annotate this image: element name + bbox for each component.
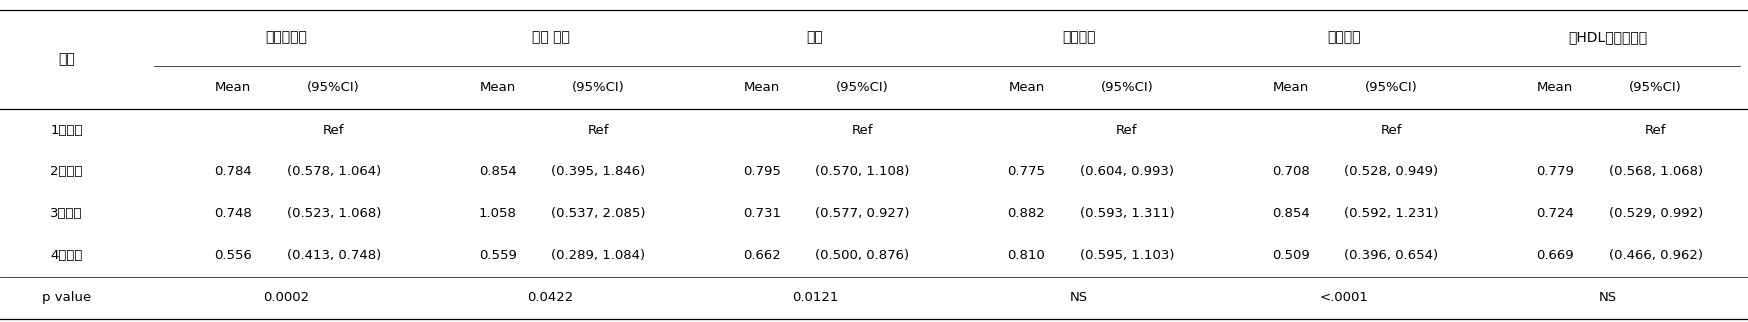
Text: 1.058: 1.058 bbox=[479, 207, 516, 221]
Text: Mean: Mean bbox=[1007, 81, 1044, 94]
Text: (95%CI): (95%CI) bbox=[308, 81, 360, 94]
Text: 0.854: 0.854 bbox=[479, 166, 516, 178]
Text: 0.662: 0.662 bbox=[743, 249, 780, 262]
Text: (95%CI): (95%CI) bbox=[572, 81, 624, 94]
Text: (0.500, 0.876): (0.500, 0.876) bbox=[815, 249, 909, 262]
Text: Mean: Mean bbox=[1273, 81, 1308, 94]
Text: Ref: Ref bbox=[1643, 124, 1666, 137]
Text: (0.568, 1.068): (0.568, 1.068) bbox=[1608, 166, 1703, 178]
Text: (0.529, 0.992): (0.529, 0.992) bbox=[1608, 207, 1703, 221]
Text: <.0001: <.0001 bbox=[1318, 291, 1367, 304]
Text: (0.523, 1.068): (0.523, 1.068) bbox=[287, 207, 381, 221]
Text: 중성지방: 중성지방 bbox=[1063, 31, 1096, 45]
Text: (95%CI): (95%CI) bbox=[836, 81, 888, 94]
Text: NS: NS bbox=[1598, 291, 1617, 304]
Text: 0.556: 0.556 bbox=[215, 249, 252, 262]
Text: 3사분위: 3사분위 bbox=[51, 207, 82, 221]
Text: (95%CI): (95%CI) bbox=[1099, 81, 1152, 94]
Text: NS: NS bbox=[1070, 291, 1087, 304]
Text: (0.570, 1.108): (0.570, 1.108) bbox=[815, 166, 909, 178]
Text: (0.595, 1.103): (0.595, 1.103) bbox=[1079, 249, 1173, 262]
Text: (0.577, 0.927): (0.577, 0.927) bbox=[815, 207, 909, 221]
Text: Mean: Mean bbox=[743, 81, 780, 94]
Text: (0.593, 1.311): (0.593, 1.311) bbox=[1079, 207, 1173, 221]
Text: (0.395, 1.846): (0.395, 1.846) bbox=[551, 166, 645, 178]
Text: 0.882: 0.882 bbox=[1007, 207, 1045, 221]
Text: 2사분위: 2사분위 bbox=[51, 166, 82, 178]
Text: 혈압 상승: 혈압 상승 bbox=[531, 31, 570, 45]
Text: (0.396, 0.654): (0.396, 0.654) bbox=[1344, 249, 1437, 262]
Text: 0.775: 0.775 bbox=[1007, 166, 1045, 178]
Text: Mean: Mean bbox=[1536, 81, 1573, 94]
Text: 0.748: 0.748 bbox=[215, 207, 252, 221]
Text: Ref: Ref bbox=[1379, 124, 1402, 137]
Text: Ref: Ref bbox=[587, 124, 608, 137]
Text: 1사분위: 1사분위 bbox=[51, 124, 82, 137]
Text: 0.0121: 0.0121 bbox=[792, 291, 837, 304]
Text: (0.604, 0.993): (0.604, 0.993) bbox=[1079, 166, 1173, 178]
Text: p value: p value bbox=[42, 291, 91, 304]
Text: 0.559: 0.559 bbox=[479, 249, 516, 262]
Text: 복부비만: 복부비만 bbox=[1327, 31, 1360, 45]
Text: (0.578, 1.064): (0.578, 1.064) bbox=[287, 166, 381, 178]
Text: 0.0422: 0.0422 bbox=[528, 291, 573, 304]
Text: Ref: Ref bbox=[851, 124, 872, 137]
Text: 0.784: 0.784 bbox=[215, 166, 252, 178]
Text: 0.669: 0.669 bbox=[1535, 249, 1573, 262]
Text: 4사분위: 4사분위 bbox=[51, 249, 82, 262]
Text: 0.0002: 0.0002 bbox=[262, 291, 309, 304]
Text: Mean: Mean bbox=[215, 81, 252, 94]
Text: 0.779: 0.779 bbox=[1535, 166, 1573, 178]
Text: Mean: Mean bbox=[479, 81, 516, 94]
Text: 대사증후군: 대사증후군 bbox=[266, 31, 308, 45]
Text: (0.537, 2.085): (0.537, 2.085) bbox=[551, 207, 645, 221]
Text: 혈당: 혈당 bbox=[806, 31, 823, 45]
Text: (95%CI): (95%CI) bbox=[1363, 81, 1418, 94]
Text: Ref: Ref bbox=[1115, 124, 1136, 137]
Text: (0.528, 0.949): (0.528, 0.949) bbox=[1344, 166, 1437, 178]
Text: (0.289, 1.084): (0.289, 1.084) bbox=[551, 249, 645, 262]
Text: (95%CI): (95%CI) bbox=[1629, 81, 1682, 94]
Text: 0.795: 0.795 bbox=[743, 166, 781, 178]
Text: 0.724: 0.724 bbox=[1535, 207, 1573, 221]
Text: (0.466, 0.962): (0.466, 0.962) bbox=[1608, 249, 1701, 262]
Text: 0.731: 0.731 bbox=[743, 207, 781, 221]
Text: 0.509: 0.509 bbox=[1271, 249, 1309, 262]
Text: (0.413, 0.748): (0.413, 0.748) bbox=[287, 249, 381, 262]
Text: 저HDL콜레스테롤: 저HDL콜레스테롤 bbox=[1568, 31, 1647, 45]
Text: 0.708: 0.708 bbox=[1271, 166, 1309, 178]
Text: 0.810: 0.810 bbox=[1007, 249, 1045, 262]
Text: (0.592, 1.231): (0.592, 1.231) bbox=[1342, 207, 1439, 221]
Text: 0.854: 0.854 bbox=[1271, 207, 1309, 221]
Text: Ref: Ref bbox=[323, 124, 344, 137]
Text: 항목: 항목 bbox=[58, 52, 75, 66]
